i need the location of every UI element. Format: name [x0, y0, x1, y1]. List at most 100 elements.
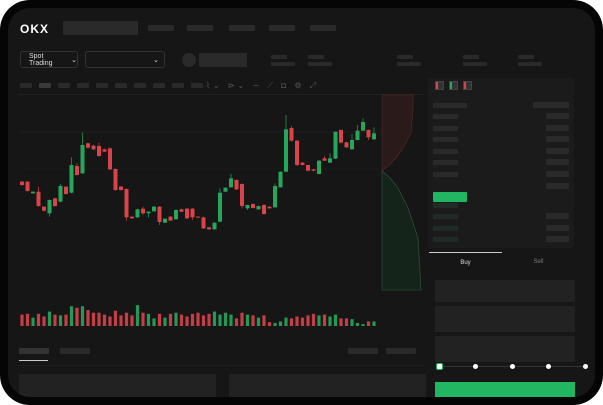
filter-button[interactable] — [348, 348, 378, 354]
tab-sell[interactable]: Sell — [533, 259, 544, 265]
nav-item[interactable] — [229, 25, 255, 31]
orderbook-price[interactable] — [433, 126, 458, 131]
orderbook-price[interactable] — [433, 160, 458, 165]
candle-body — [234, 180, 239, 190]
orderbook-price[interactable] — [433, 214, 458, 219]
candle — [317, 160, 321, 175]
orderbook-price[interactable] — [433, 149, 458, 154]
candle — [108, 147, 112, 170]
candlestick-chart[interactable] — [8, 8, 595, 397]
depth-asks — [381, 94, 414, 172]
candle — [366, 129, 371, 140]
book-bids-icon[interactable] — [449, 81, 458, 90]
tab-order-history[interactable] — [60, 348, 90, 354]
candle — [267, 206, 272, 209]
tab-open-orders[interactable] — [19, 348, 49, 354]
total-input[interactable] — [435, 336, 575, 362]
candle-body — [273, 186, 277, 208]
timeframe-tab[interactable] — [172, 83, 184, 88]
slider-stop[interactable] — [509, 364, 515, 369]
candle — [102, 148, 107, 152]
orderbook-price[interactable] — [433, 237, 458, 242]
orderbook-price[interactable] — [433, 103, 467, 108]
candle — [289, 126, 294, 142]
buy-button[interactable] — [435, 382, 575, 397]
filter-button[interactable] — [386, 348, 416, 354]
volume-bar — [201, 315, 206, 326]
timeframe-tab[interactable] — [96, 83, 108, 88]
volume-bar — [36, 313, 41, 326]
timeframe-tab[interactable] — [191, 83, 203, 88]
orderbook-price[interactable] — [433, 114, 458, 119]
market-selector[interactable]: Spot Trading ⌄ — [20, 51, 78, 68]
tab-buy[interactable]: Buy — [429, 252, 502, 272]
orderbook-price[interactable] — [433, 137, 458, 142]
fullscreen-icon[interactable]: ⤢ — [309, 81, 320, 90]
orderbook-price[interactable] — [433, 226, 458, 231]
volume-bar — [339, 318, 343, 326]
timeframe-tab[interactable] — [58, 83, 70, 88]
candle — [245, 204, 250, 210]
book-asks-icon[interactable] — [463, 81, 472, 90]
amount-input[interactable] — [435, 306, 575, 332]
timeframe-tab[interactable] — [77, 83, 89, 88]
nav-item[interactable] — [148, 25, 174, 31]
candle-body — [69, 165, 74, 193]
candle-body — [289, 128, 294, 141]
candle-body — [361, 122, 365, 131]
nav-item[interactable] — [187, 25, 213, 31]
candle-body — [168, 216, 173, 221]
candle-body — [31, 191, 35, 194]
volume-bar — [262, 315, 266, 326]
candle — [223, 187, 228, 192]
slider-stop[interactable] — [473, 364, 478, 369]
volume-bar — [190, 313, 195, 326]
candle — [75, 163, 79, 176]
candle-body — [229, 178, 233, 188]
orderbook-size — [533, 102, 569, 108]
active-tab-underline — [19, 360, 48, 361]
okx-logo[interactable]: OKX — [20, 22, 50, 36]
timeframe-tab[interactable] — [115, 83, 127, 88]
ruler-icon[interactable]: ⟋ — [267, 81, 277, 90]
candle-body — [157, 206, 162, 222]
orderbook-price[interactable] — [433, 172, 458, 177]
indicator-icon[interactable]: ⌇⌄ — [206, 81, 223, 90]
timeframe-tab[interactable] — [153, 83, 165, 88]
candle-body — [333, 131, 338, 159]
candle — [130, 216, 134, 219]
candle-body — [86, 143, 90, 148]
volume-bar — [240, 312, 244, 326]
nav-item[interactable] — [269, 25, 295, 31]
candle-body — [311, 169, 316, 171]
candle — [152, 206, 156, 212]
camera-icon[interactable]: ◘ — [281, 81, 290, 90]
pair-selector[interactable]: ⌄ — [85, 51, 165, 68]
volume-bar — [256, 317, 261, 326]
nav-item[interactable] — [310, 25, 336, 31]
orderbook-price[interactable] — [433, 203, 458, 208]
price-input[interactable] — [435, 280, 575, 302]
slider-handle[interactable] — [436, 363, 443, 370]
candle — [256, 205, 261, 210]
candle-body — [53, 198, 57, 206]
search-input[interactable] — [63, 21, 138, 35]
candle — [86, 142, 90, 149]
volume-bar — [42, 316, 46, 326]
slider-stop[interactable] — [546, 364, 551, 369]
candle — [174, 209, 178, 220]
orderbook-size — [546, 213, 569, 219]
draw-icon[interactable]: ⊳⌄ — [227, 81, 248, 90]
candle-body — [212, 222, 217, 230]
slider-stop[interactable] — [582, 364, 588, 369]
settings-icon[interactable]: ⚙ — [294, 81, 305, 90]
orderbook-size — [546, 236, 569, 242]
volume-bar — [97, 312, 101, 326]
timeframe-tab[interactable] — [20, 83, 32, 88]
line-icon[interactable]: ∼ — [252, 81, 263, 90]
book-both-icon[interactable] — [435, 81, 444, 90]
timeframe-tab[interactable] — [39, 83, 51, 88]
timeframe-tab[interactable] — [134, 83, 146, 88]
mid-price[interactable] — [433, 192, 467, 202]
candle-body — [102, 149, 107, 152]
